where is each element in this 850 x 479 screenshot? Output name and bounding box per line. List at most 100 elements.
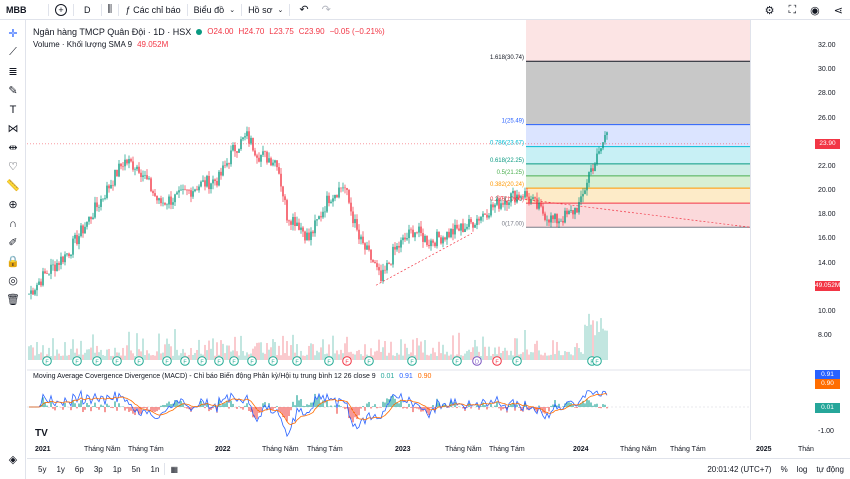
brush-tool[interactable]: ✎ bbox=[0, 81, 26, 100]
macd-histogram-bar bbox=[52, 407, 54, 409]
bar-style-button[interactable]: ⫼ bbox=[102, 0, 119, 20]
time-tick: Tháng Tám bbox=[128, 446, 164, 453]
candle-body bbox=[96, 202, 98, 208]
candle-body bbox=[300, 227, 302, 230]
candle-body bbox=[602, 142, 604, 149]
macd-histogram-bar bbox=[486, 407, 488, 410]
compare-button[interactable]: + bbox=[49, 0, 73, 20]
favorites-tool[interactable]: ♡ bbox=[0, 157, 26, 176]
undo-button[interactable]: ↶ bbox=[290, 0, 317, 20]
ruler-icon: 📏 bbox=[6, 180, 20, 192]
hide-tool[interactable]: ◎ bbox=[0, 271, 26, 290]
date-range-button[interactable]: ▦ bbox=[165, 465, 183, 474]
ruler-tool[interactable]: 📏 bbox=[0, 176, 26, 195]
fullscreen-button[interactable]: ⛶ bbox=[781, 0, 803, 20]
volume-bar bbox=[260, 342, 262, 360]
trendline-tool[interactable]: ⟋ bbox=[0, 43, 26, 62]
macd-histogram-bar bbox=[480, 406, 482, 407]
chart-type-dropdown[interactable]: Biểu đồ ⌄ bbox=[188, 0, 241, 20]
candle-body bbox=[206, 175, 208, 187]
pattern-tool[interactable]: ⋈ bbox=[0, 119, 26, 138]
crosshair-tool[interactable]: ✛ bbox=[0, 24, 26, 43]
symbol-search[interactable]: MBB bbox=[6, 4, 27, 15]
macd-histogram-bar bbox=[44, 402, 46, 407]
macd-histogram-bar bbox=[258, 407, 260, 413]
macd-histogram-bar bbox=[276, 406, 278, 407]
clock[interactable]: 20:01:42 (UTC+7) bbox=[707, 464, 772, 474]
candle-body bbox=[140, 172, 142, 178]
candle-body bbox=[374, 261, 376, 264]
candle-body bbox=[232, 144, 234, 151]
settings-button[interactable]: ⚙ bbox=[758, 0, 782, 20]
macd-histogram-bar bbox=[510, 404, 512, 407]
candle-body bbox=[146, 175, 148, 180]
snapshot-button[interactable]: ◉ bbox=[803, 0, 827, 20]
range-button-6p[interactable]: 6p bbox=[74, 464, 84, 474]
redo-button[interactable]: ↷ bbox=[318, 0, 335, 20]
volume-bar bbox=[392, 355, 394, 360]
delete-tool[interactable]: 🗑 bbox=[0, 290, 26, 309]
candle-body bbox=[414, 232, 416, 238]
time-axis[interactable]: 2021 Tháng Năm Tháng Tám 2022 Tháng Năm Tháng… bbox=[27, 441, 814, 457]
range-button-3p[interactable]: 3p bbox=[93, 464, 103, 474]
volume-bar bbox=[178, 355, 180, 360]
text-tool[interactable]: T bbox=[0, 100, 26, 119]
volume-bar bbox=[176, 349, 178, 360]
volume-bar bbox=[198, 339, 200, 360]
range-button-5n[interactable]: 5n bbox=[131, 464, 141, 474]
volume-bar bbox=[574, 347, 576, 360]
range-button-5y[interactable]: 5y bbox=[38, 464, 47, 474]
candle-body bbox=[298, 222, 300, 230]
candle-body bbox=[54, 264, 56, 272]
macd-histogram-bar bbox=[318, 396, 320, 407]
magnet-tool[interactable]: ∩ bbox=[0, 214, 26, 233]
candle-body bbox=[76, 234, 78, 245]
candle-body bbox=[500, 203, 502, 209]
event-marker bbox=[197, 356, 207, 366]
macd-histogram-bar bbox=[106, 403, 108, 407]
volume-bar bbox=[534, 343, 536, 360]
volume-bar bbox=[122, 347, 124, 360]
forecast-tool[interactable]: ⇹ bbox=[0, 138, 26, 157]
candle-body bbox=[558, 221, 560, 224]
macd-histogram-bar bbox=[244, 405, 246, 407]
profile-dropdown[interactable]: Hồ sơ ⌄ bbox=[242, 0, 289, 20]
macd-histogram-bar bbox=[434, 407, 436, 410]
volume-bar bbox=[308, 345, 310, 360]
price-chart[interactable]: 1.618(30.74) 1(25.49) 0.786(23.67) 0.618(22… bbox=[27, 20, 750, 440]
share-button[interactable]: ⋖ bbox=[827, 0, 850, 20]
candle-body bbox=[186, 189, 188, 191]
lock-tool[interactable]: 🔒 bbox=[0, 252, 26, 271]
volume-bar bbox=[254, 346, 256, 360]
zoom-tool[interactable]: ⊕ bbox=[0, 195, 26, 214]
range-button-1n[interactable]: 1n bbox=[150, 464, 160, 474]
macd-histogram-bar bbox=[436, 398, 438, 407]
percent-toggle[interactable]: % bbox=[780, 464, 788, 474]
event-marker bbox=[72, 356, 82, 366]
interval-button[interactable]: D bbox=[84, 4, 91, 15]
candle-body bbox=[304, 231, 306, 241]
auto-toggle[interactable]: tự động bbox=[816, 464, 844, 474]
volume-value: 49.052M bbox=[137, 40, 169, 49]
macd-histogram-bar bbox=[128, 407, 130, 412]
volume-bar bbox=[476, 346, 478, 360]
fib-tool[interactable]: ≣ bbox=[0, 62, 26, 81]
volume-bar bbox=[580, 352, 582, 360]
volume-bar bbox=[430, 353, 432, 360]
log-toggle[interactable]: log bbox=[796, 464, 808, 474]
range-button-1y[interactable]: 1y bbox=[56, 464, 65, 474]
candle-body bbox=[506, 201, 508, 206]
candle-body bbox=[460, 223, 462, 231]
candle-body bbox=[356, 219, 358, 230]
macd-histogram-bar bbox=[168, 401, 170, 407]
range-button-1p[interactable]: 1p bbox=[112, 464, 122, 474]
volume-bar bbox=[398, 354, 400, 360]
object-tree-tool[interactable]: ◈ bbox=[0, 450, 26, 469]
candle-body bbox=[554, 214, 556, 220]
indicators-button[interactable]: ƒ Các chỉ báo bbox=[119, 0, 187, 20]
candle-body bbox=[128, 159, 130, 164]
event-marker bbox=[268, 356, 278, 366]
stay-drawing-tool[interactable]: ✐ bbox=[0, 233, 26, 252]
volume-bar bbox=[490, 355, 492, 360]
candle-body bbox=[526, 191, 528, 197]
